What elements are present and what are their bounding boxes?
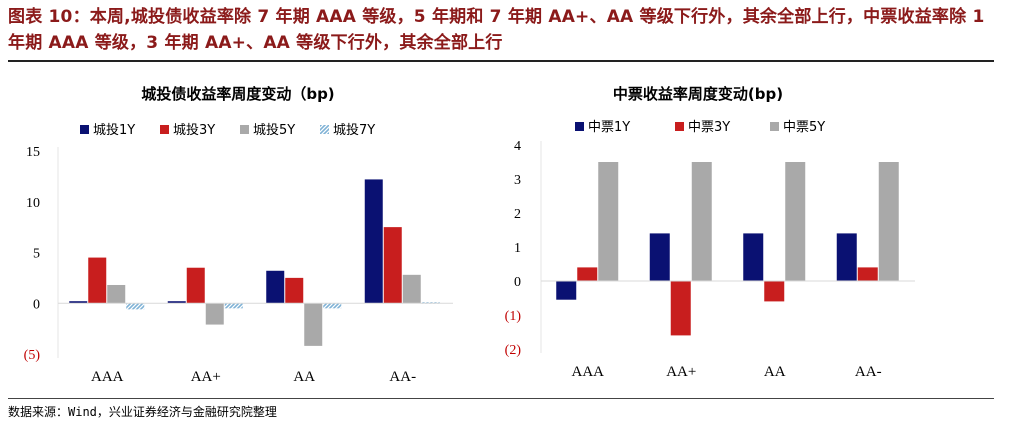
- bar-中票3Y-AA+: [670, 281, 691, 336]
- bar-城投3Y-AA+: [186, 267, 205, 304]
- bar-中票3Y-AA-: [857, 267, 878, 281]
- y-tick-label: 2: [514, 207, 521, 222]
- x-category-label: AAA: [91, 369, 124, 385]
- legend-label-2: 城投3Y: [173, 122, 215, 138]
- bar-城投7Y-AA: [323, 303, 342, 309]
- bar-中票5Y-AA-: [878, 162, 899, 281]
- x-category-label: AA-: [855, 364, 882, 380]
- bar-城投7Y-AAA: [126, 303, 145, 310]
- chart-title: 城投债收益率周度变动（bp): [141, 85, 334, 103]
- bar-中票5Y-AA: [785, 162, 806, 281]
- bar-城投7Y-AA+: [224, 303, 243, 309]
- bar-城投5Y-AA: [304, 303, 323, 346]
- chart-chengtou: 城投债收益率周度变动（bp) 城投1Y 城投3Y 城投5Y 城投7Y 15 10 5 0 (5) A…: [24, 85, 453, 385]
- legend-swatch-1: [575, 122, 584, 131]
- bar-中票1Y-AAA: [556, 281, 577, 300]
- bar-城投1Y-AA: [266, 270, 285, 304]
- legend-swatch-3: [770, 122, 779, 131]
- bar-中票5Y-AAA: [598, 162, 619, 281]
- y-tick-label: 15: [26, 145, 40, 160]
- y-tick-label: 4: [514, 139, 521, 154]
- legend-swatch-1: [80, 125, 89, 134]
- figure-title: 图表 10：本周,城投债收益率除 7 年期 AAA 等级，5 年期和 7 年期 …: [8, 7, 985, 53]
- bar-城投3Y-AA: [285, 277, 304, 304]
- bar-城投3Y-AA-: [383, 227, 402, 304]
- x-category-label: AA: [293, 369, 315, 385]
- top-rule: [8, 60, 994, 62]
- x-category-label: AA+: [191, 369, 221, 385]
- source-note: 数据来源：Wind，兴业证券经济与金融研究院整理: [8, 405, 277, 419]
- bar-中票3Y-AA: [764, 281, 785, 302]
- bottom-rule: [8, 398, 994, 399]
- legend-swatch-2: [675, 122, 684, 131]
- legend-label-1: 中票1Y: [588, 120, 630, 135]
- bar-城投1Y-AA-: [364, 179, 383, 304]
- x-category-label: AA: [764, 364, 786, 380]
- chart-title: 中票收益率周度变动(bp): [613, 85, 783, 103]
- bar-中票5Y-AA+: [691, 162, 712, 281]
- x-category-label: AA+: [666, 364, 696, 380]
- legend-label-4: 城投7Y: [333, 122, 375, 138]
- y-tick-label: 3: [514, 173, 521, 188]
- bar-中票1Y-AA+: [649, 233, 670, 281]
- bar-城投3Y-AAA: [88, 257, 107, 304]
- bar-城投5Y-AAA: [107, 284, 126, 304]
- bar-城投1Y-AAA: [69, 301, 88, 304]
- bar-中票3Y-AAA: [577, 267, 598, 281]
- y-tick-label: (2): [505, 343, 522, 358]
- legend-swatch-2: [160, 125, 169, 134]
- y-tick-label: 0: [33, 297, 40, 312]
- legend-label-2: 中票3Y: [688, 120, 730, 135]
- legend-label-3: 城投5Y: [253, 122, 295, 138]
- legend-label-1: 城投1Y: [93, 122, 135, 138]
- y-tick-label: (1): [505, 309, 522, 324]
- y-tick-label: 10: [26, 196, 40, 211]
- bar-城投5Y-AA-: [402, 274, 421, 304]
- bar-中票1Y-AA: [743, 233, 764, 281]
- x-category-label: AA-: [389, 369, 416, 385]
- legend-label-3: 中票5Y: [783, 120, 825, 135]
- bar-中票1Y-AA-: [836, 233, 857, 281]
- y-tick-label: 0: [514, 275, 521, 290]
- x-category-label: AAA: [572, 364, 605, 380]
- legend-swatch-4: [320, 125, 329, 134]
- y-tick-label: (5): [24, 348, 41, 363]
- y-tick-label: 1: [514, 241, 521, 256]
- y-tick-label: 5: [33, 247, 40, 262]
- bar-城投5Y-AA+: [205, 303, 224, 325]
- bar-城投1Y-AA+: [167, 301, 186, 304]
- legend-swatch-3: [240, 125, 249, 134]
